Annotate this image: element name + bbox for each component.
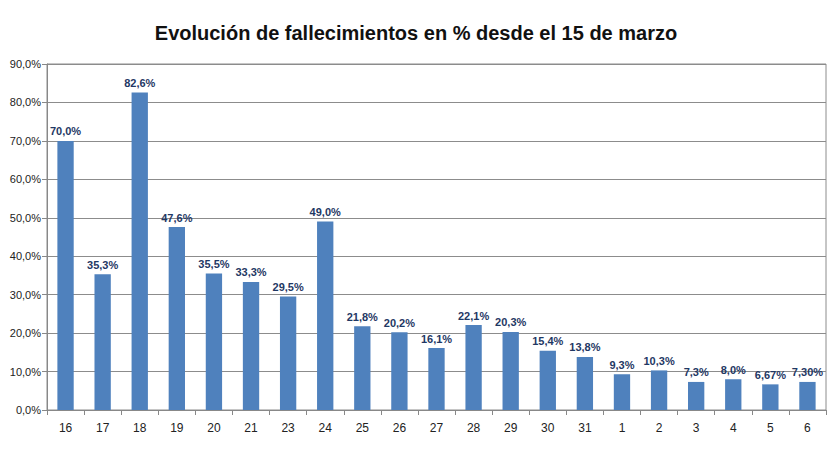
svg-text:18: 18 xyxy=(133,421,147,435)
svg-text:Evolución de fallecimientos en: Evolución de fallecimientos en % desde e… xyxy=(155,22,677,44)
svg-text:21,8%: 21,8% xyxy=(347,311,378,323)
svg-text:2: 2 xyxy=(656,421,663,435)
svg-text:35,3%: 35,3% xyxy=(87,259,118,271)
svg-text:9,3%: 9,3% xyxy=(609,359,634,371)
svg-text:29: 29 xyxy=(504,421,518,435)
svg-text:19: 19 xyxy=(170,421,184,435)
svg-text:5: 5 xyxy=(767,421,774,435)
svg-text:7,30%: 7,30% xyxy=(792,366,823,378)
svg-text:82,6%: 82,6% xyxy=(124,77,155,89)
svg-text:16,1%: 16,1% xyxy=(421,333,452,345)
svg-text:24: 24 xyxy=(319,421,333,435)
svg-text:30,0%: 30,0% xyxy=(10,289,41,301)
svg-text:20: 20 xyxy=(207,421,221,435)
svg-text:6,67%: 6,67% xyxy=(755,369,786,381)
svg-text:13,8%: 13,8% xyxy=(569,341,600,353)
svg-text:40,0%: 40,0% xyxy=(10,250,41,262)
svg-text:50,0%: 50,0% xyxy=(10,212,41,224)
svg-text:16: 16 xyxy=(59,421,73,435)
svg-text:4: 4 xyxy=(730,421,737,435)
svg-text:8,0%: 8,0% xyxy=(721,364,746,376)
svg-text:80,0%: 80,0% xyxy=(10,96,41,108)
svg-text:23: 23 xyxy=(281,421,295,435)
svg-text:6: 6 xyxy=(804,421,811,435)
svg-text:90,0%: 90,0% xyxy=(10,58,41,70)
svg-text:7,3%: 7,3% xyxy=(684,366,709,378)
svg-text:20,2%: 20,2% xyxy=(384,317,415,329)
svg-text:3: 3 xyxy=(693,421,700,435)
svg-text:60,0%: 60,0% xyxy=(10,173,41,185)
svg-text:26: 26 xyxy=(393,421,407,435)
svg-text:10,0%: 10,0% xyxy=(10,366,41,378)
svg-text:1: 1 xyxy=(619,421,626,435)
svg-text:33,3%: 33,3% xyxy=(235,266,266,278)
svg-text:29,5%: 29,5% xyxy=(273,281,304,293)
svg-text:49,0%: 49,0% xyxy=(310,206,341,218)
svg-text:70,0%: 70,0% xyxy=(50,125,81,137)
svg-text:20,3%: 20,3% xyxy=(495,316,526,328)
svg-text:25: 25 xyxy=(356,421,370,435)
svg-text:35,5%: 35,5% xyxy=(198,258,229,270)
svg-text:0,0%: 0,0% xyxy=(16,404,41,416)
svg-text:21: 21 xyxy=(244,421,258,435)
svg-text:22,1%: 22,1% xyxy=(458,310,489,322)
svg-text:70,0%: 70,0% xyxy=(10,135,41,147)
svg-text:28: 28 xyxy=(467,421,481,435)
svg-text:10,3%: 10,3% xyxy=(643,355,674,367)
svg-text:30: 30 xyxy=(541,421,555,435)
svg-text:17: 17 xyxy=(96,421,110,435)
svg-text:15,4%: 15,4% xyxy=(532,335,563,347)
svg-text:31: 31 xyxy=(578,421,592,435)
svg-text:27: 27 xyxy=(430,421,444,435)
svg-text:20,0%: 20,0% xyxy=(10,327,41,339)
svg-text:47,6%: 47,6% xyxy=(161,212,192,224)
